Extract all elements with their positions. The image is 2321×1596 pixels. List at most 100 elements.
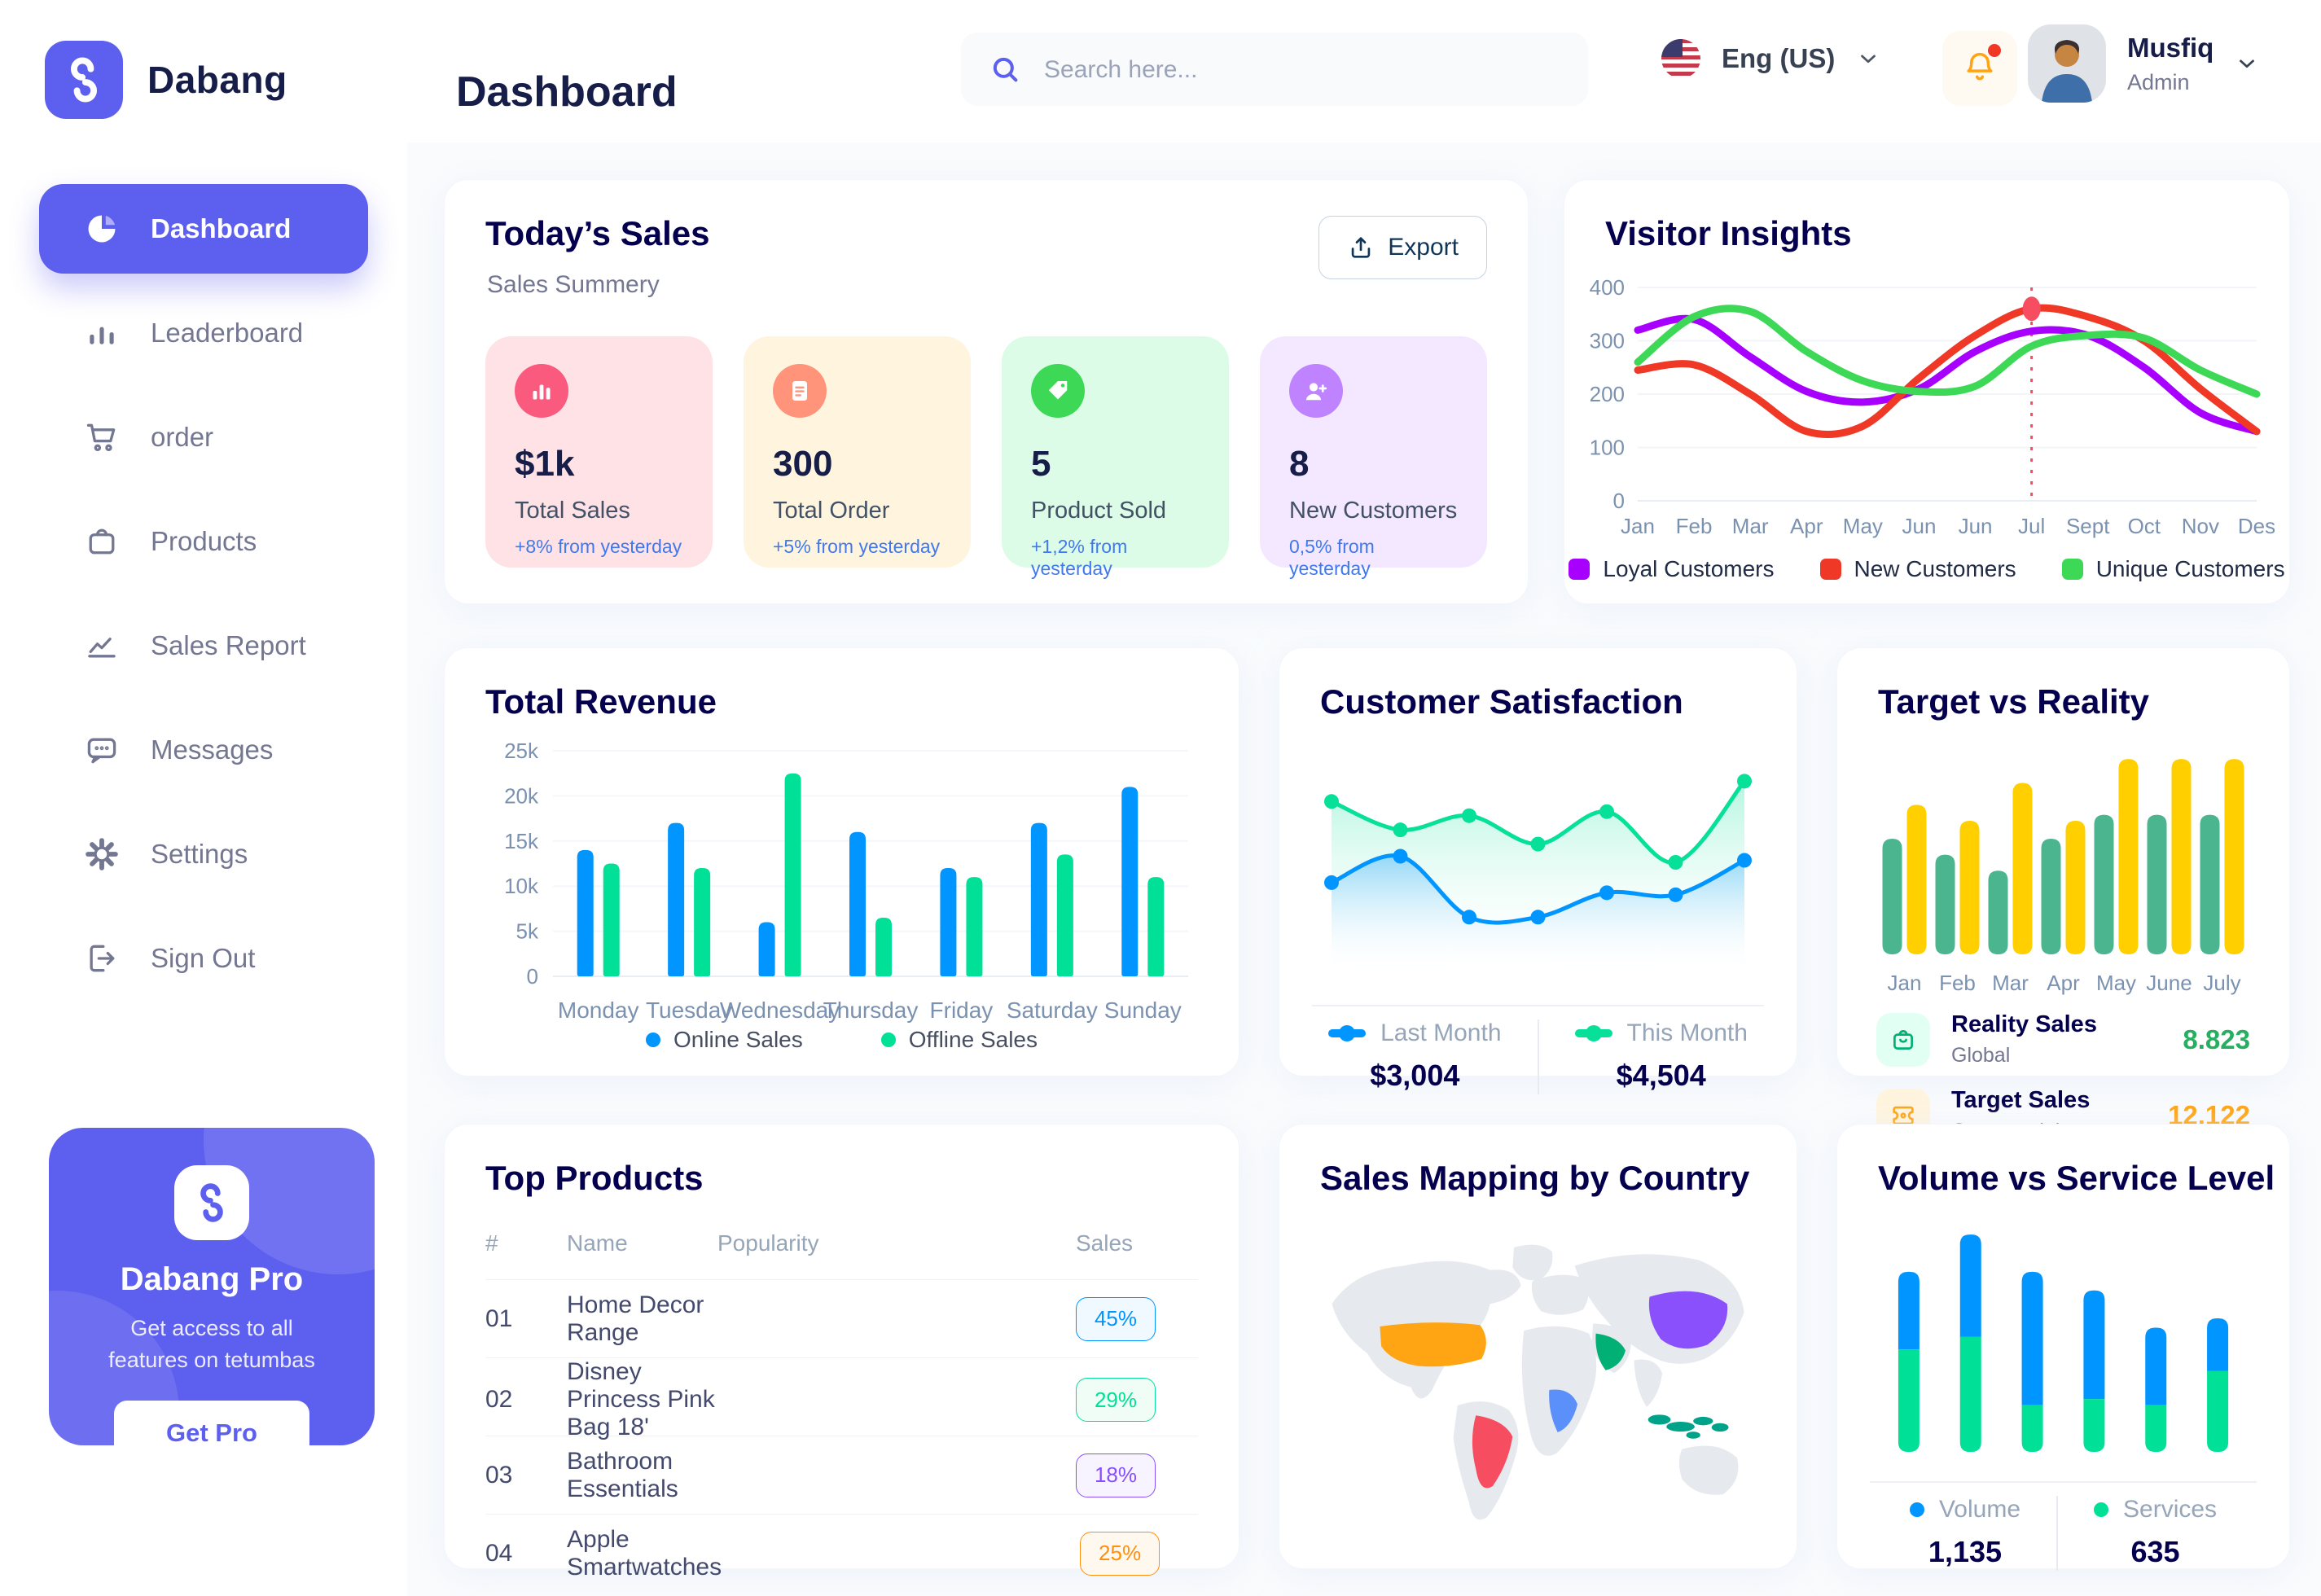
- sign-out-icon: [84, 940, 120, 976]
- avatar: [2028, 24, 2106, 103]
- sidebar-item-label: Sign Out: [151, 943, 256, 973]
- sidebar-item-dashboard[interactable]: Dashboard: [39, 184, 368, 274]
- stat-label: Product Sold: [1031, 498, 1167, 524]
- stat-chart-icon: [515, 364, 568, 418]
- card-title: Total Revenue: [485, 682, 717, 721]
- bag-icon: [84, 524, 120, 559]
- export-icon: [1352, 237, 1371, 258]
- svg-text:Des: Des: [2238, 514, 2275, 538]
- user-profile[interactable]: Musfiq Admin: [2028, 24, 2259, 103]
- country-indonesia: [1648, 1414, 1729, 1439]
- divider: [1870, 1481, 2257, 1483]
- stat-label: Total Sales: [515, 498, 630, 524]
- svg-text:Tuesday: Tuesday: [646, 998, 732, 1023]
- sidebar-item-label: Products: [151, 526, 257, 556]
- notifications-button[interactable]: [1942, 31, 2017, 106]
- svg-text:100: 100: [1590, 436, 1625, 460]
- sidebar-item-leaderboard[interactable]: Leaderboard: [39, 288, 368, 378]
- chevron-down-icon: [2235, 51, 2259, 76]
- total-revenue-chart: 0 5k 10k 15k 20k 25k Monday TuesdayWednesdayThu…: [504, 739, 1188, 1023]
- legend-item: Services 635: [2058, 1496, 2253, 1569]
- get-pro-button[interactable]: Get Pro: [114, 1401, 309, 1445]
- sidebar-item-sign-out[interactable]: Sign Out: [39, 914, 368, 1003]
- search-icon: [989, 53, 1021, 86]
- world-map: [1332, 1244, 1744, 1520]
- cart-icon: [84, 419, 120, 455]
- svg-text:20k: 20k: [504, 783, 539, 808]
- svg-text:Jun: Jun: [1902, 514, 1936, 538]
- sidebar-item-products[interactable]: Products: [39, 497, 368, 586]
- country-dr-congo: [1549, 1389, 1578, 1432]
- svg-text:25k: 25k: [504, 739, 539, 763]
- sidebar-item-sales-report[interactable]: Sales Report: [39, 601, 368, 691]
- chart-line-icon: [84, 628, 120, 664]
- export-button[interactable]: Export: [1318, 216, 1487, 279]
- svg-text:Mar: Mar: [1992, 971, 2029, 995]
- language-selector[interactable]: Eng (US): [1661, 39, 1880, 78]
- stat-label: Total Order: [773, 498, 890, 524]
- svg-text:0: 0: [527, 964, 538, 989]
- legend-item: Reality Sales Global 8.823: [1876, 1011, 2250, 1068]
- country-china: [1648, 1291, 1728, 1349]
- chart-legend: Loyal Customers New Customers Unique Custo…: [1564, 556, 2289, 582]
- svg-text:Oct: Oct: [2128, 514, 2161, 538]
- svg-text:Feb: Feb: [1939, 971, 1976, 995]
- sidebar: Dabang Dashboard Leaderboard order Products…: [0, 0, 407, 1596]
- stat-delta: 0,5% from yesterday: [1289, 536, 1375, 579]
- table-row: 04 Apple Smartwatches 25%: [485, 1515, 1198, 1592]
- sidebar-item-order[interactable]: order: [39, 392, 368, 482]
- stat-value: 8: [1289, 444, 1310, 484]
- legend-item: Loyal Customers: [1569, 556, 1775, 582]
- stat-card-total-order: 300 Total Order +5% from yesterday: [744, 336, 971, 568]
- table-row: 01 Home Decor Range 45%: [485, 1280, 1198, 1358]
- legend-item: Last Month $3,004: [1292, 1019, 1537, 1093]
- card-title: Today’s Sales: [485, 214, 710, 252]
- country-united-states: [1380, 1322, 1486, 1367]
- stat-label: New Customers: [1289, 498, 1458, 524]
- legend-item: This Month $4,504: [1539, 1019, 1784, 1093]
- svg-text:Jan: Jan: [1888, 971, 1922, 995]
- sidebar-item-messages[interactable]: Messages: [39, 705, 368, 795]
- sidebar-item-label: Settings: [151, 839, 248, 869]
- language-label: Eng (US): [1722, 43, 1836, 73]
- stat-delta: +5% from yesterday: [773, 536, 941, 557]
- target-vs-reality-card: Target vs Reality Jan Feb Mar Apr May June Jul…: [1836, 647, 2290, 1142]
- legend-item: New Customers: [1819, 556, 2016, 582]
- svg-text:Sunday: Sunday: [1104, 998, 1182, 1023]
- dabang-logo-icon: [45, 41, 123, 119]
- target-vs-reality-chart: Jan Feb Mar Apr May June July: [1882, 759, 2244, 995]
- sidebar-item-label: order: [151, 422, 214, 452]
- sales-badge: 18%: [1076, 1453, 1156, 1497]
- svg-text:Apr: Apr: [1790, 514, 1823, 538]
- card-title: Visitor Insights: [1605, 214, 1852, 252]
- card-subtitle: Sales Summery: [487, 271, 660, 298]
- dabang-pro-logo-icon: [174, 1165, 249, 1240]
- legend-value: $3,004: [1370, 1059, 1460, 1092]
- brand-logo[interactable]: Dabang: [45, 41, 287, 119]
- chart-legend: Online Sales Offline Sales: [445, 1027, 1239, 1053]
- chat-icon: [84, 732, 120, 768]
- svg-text:0: 0: [1613, 489, 1625, 513]
- visitor-insights-card: Visitor Insights 0 100 200 300 400 Jan Feb Mar A…: [1564, 179, 2290, 604]
- sidebar-item-label: Dashboard: [151, 213, 292, 243]
- top-products-card: Top Products # Name Popularity Sales 01 Home …: [444, 1124, 1239, 1581]
- svg-text:200: 200: [1590, 382, 1625, 406]
- stat-tag-icon: [1031, 364, 1085, 418]
- legend-item: Volume 1,135: [1874, 1496, 2056, 1569]
- svg-text:Sept: Sept: [2066, 514, 2110, 538]
- card-title: Sales Mapping by Country: [1320, 1159, 1750, 1197]
- sidebar-item-settings[interactable]: Settings: [39, 809, 368, 899]
- sales-badge: 29%: [1076, 1378, 1156, 1422]
- pro-card-title: Dabang Pro: [120, 1261, 304, 1297]
- pro-upsell-card: Dabang Pro Get access to all features on…: [49, 1128, 375, 1445]
- country-brazil: [1472, 1415, 1513, 1489]
- search-input[interactable]: [1042, 33, 1567, 107]
- stat-delta: +1,2% from yesterday: [1031, 536, 1128, 579]
- stat-file-icon: [773, 364, 827, 418]
- top-products-table: # Name Popularity Sales 01 Home Decor Range 45…: [485, 1221, 1198, 1581]
- chevron-down-icon: [1856, 46, 1880, 71]
- chart-legend: Volume 1,135 Services 635: [1837, 1496, 2289, 1571]
- user-name: Musfiq: [2127, 32, 2214, 63]
